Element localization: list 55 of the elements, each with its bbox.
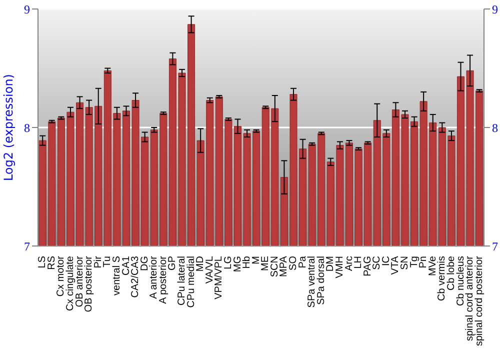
x-tick-label: Cb vermis bbox=[436, 256, 448, 302]
x-tick-label: PAG bbox=[362, 256, 374, 276]
x-tick-label: SO bbox=[288, 256, 300, 270]
y2-tick-label: 8 bbox=[492, 120, 498, 135]
x-tick-label: ME bbox=[260, 256, 272, 271]
x-tick-label: M bbox=[250, 256, 262, 264]
x-tick-label: MPA bbox=[278, 256, 290, 277]
x-tick-label: RS bbox=[46, 256, 58, 270]
x-tick-label: Pir bbox=[92, 255, 104, 268]
x-tick-label: SCN bbox=[269, 256, 280, 278]
x-tick-label: VA/VL bbox=[204, 256, 216, 284]
x-tick-label: CA1 bbox=[120, 256, 132, 276]
y-tick-label: 9 bbox=[24, 2, 30, 16]
x-tick-label: Pn bbox=[418, 256, 430, 268]
x-tick-label: LG bbox=[222, 256, 234, 270]
x-tick-label: VTA bbox=[390, 256, 402, 275]
x-tick-label: MVe bbox=[427, 256, 438, 276]
y-tick-label: 7 bbox=[24, 239, 30, 254]
x-tick-label: LH bbox=[353, 256, 364, 269]
x-tick-label: Cb nucleus bbox=[455, 256, 466, 306]
x-tick-label: Cx cingulate bbox=[65, 256, 76, 312]
x-tick-label: LS bbox=[37, 256, 48, 268]
x-tick-label: A anterior bbox=[148, 255, 160, 299]
x-tick-label: MG bbox=[232, 256, 244, 272]
x-tick-label: VPM/VPL bbox=[214, 256, 225, 300]
x-tick-label: SN bbox=[400, 256, 411, 270]
x-tick-label: A posterior bbox=[158, 255, 169, 304]
x-tick-label: ventral S bbox=[111, 256, 122, 296]
x-tick-label: spinal cord anterior bbox=[464, 255, 476, 342]
x-tick-label: DM bbox=[325, 256, 336, 272]
x-tick-label: OB posterior bbox=[84, 255, 95, 312]
x-tick-label: MD bbox=[195, 256, 206, 272]
x-tick-label: SPa ventral bbox=[306, 256, 318, 308]
y-tick-label: 8 bbox=[24, 120, 30, 135]
y2-tick-label: 9 bbox=[492, 2, 498, 16]
x-tick-label: SPa dorsal bbox=[316, 256, 327, 305]
x-tick-label: OB anterior bbox=[74, 255, 86, 308]
x-tick-label: DG bbox=[139, 256, 150, 271]
x-tick-label: GP bbox=[167, 256, 178, 270]
x-tick-label: IC bbox=[380, 256, 392, 266]
x-tick-label: Cx motor bbox=[56, 255, 67, 297]
x-tick-label: CPu medial bbox=[186, 256, 197, 308]
x-tick-label: Tg bbox=[408, 256, 420, 268]
x-tick-label: Arc bbox=[344, 256, 355, 271]
x-tick-label: spinal cord posterior bbox=[474, 255, 485, 346]
x-tick-label: CPu lateral bbox=[176, 256, 188, 306]
x-tick-label: VMH bbox=[334, 256, 346, 278]
y2-tick-label: 7 bbox=[492, 239, 498, 254]
x-tick-label: SC bbox=[372, 256, 383, 270]
x-tick-label: Pa bbox=[297, 256, 308, 268]
x-tick-label: CA2/CA3 bbox=[130, 256, 142, 298]
x-tick-label: Cb lobe bbox=[446, 256, 457, 290]
x-tick-label: Tu bbox=[102, 256, 114, 268]
x-tick-label: Hb bbox=[242, 256, 253, 269]
y-axis-title: Log2 (expression) bbox=[1, 74, 16, 181]
